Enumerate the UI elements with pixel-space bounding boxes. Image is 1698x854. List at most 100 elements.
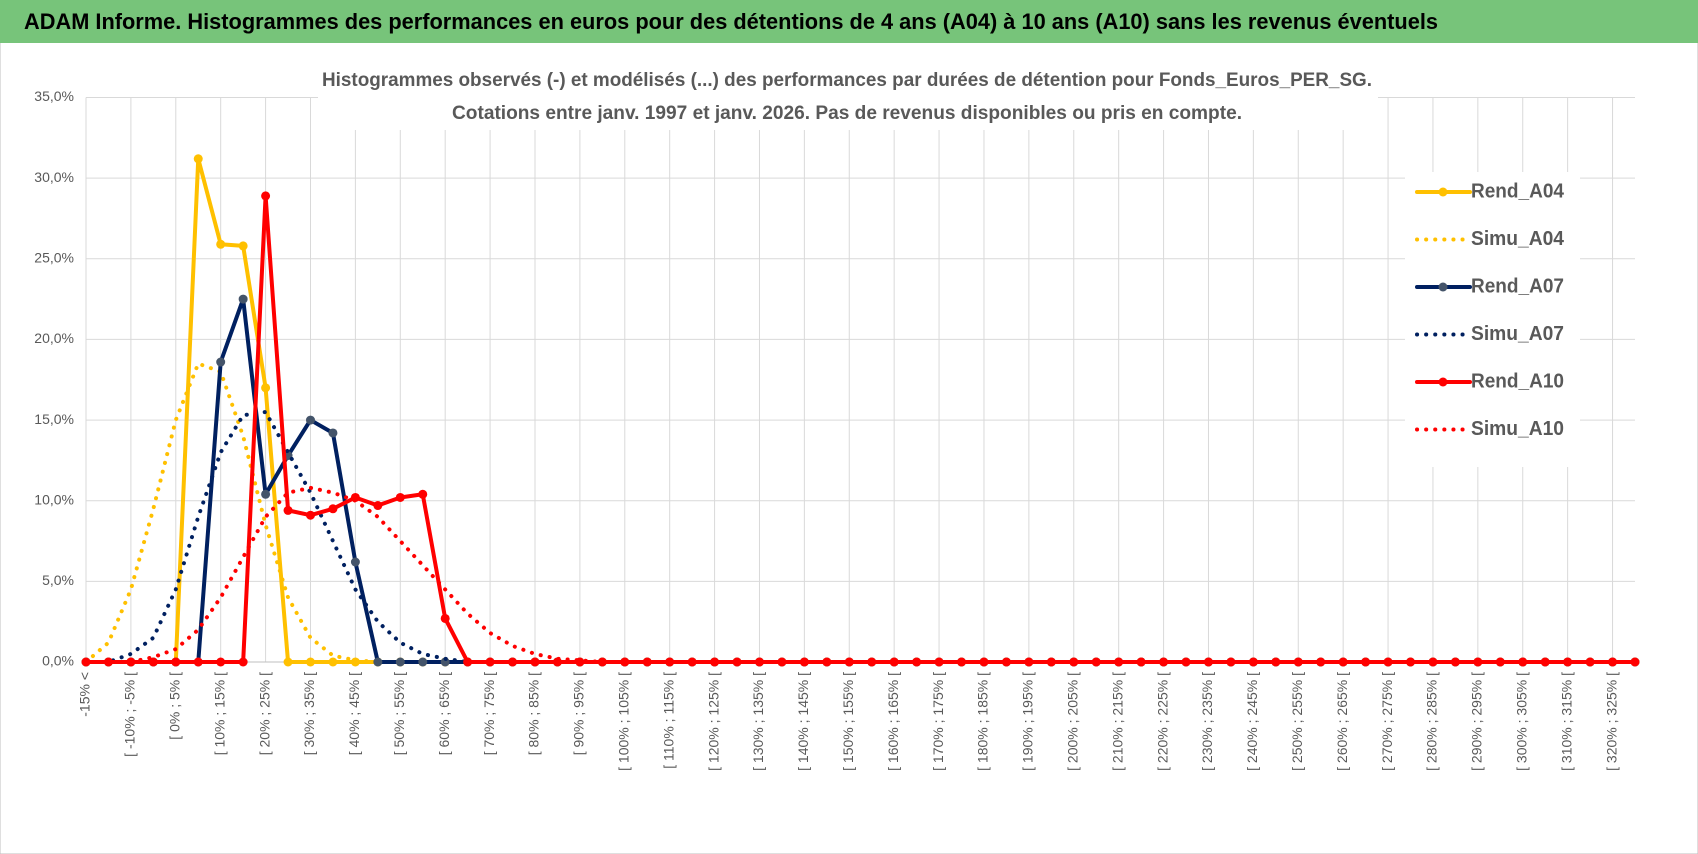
chart-title: Histogrammes observés (-) et modélisés (…: [322, 70, 1372, 91]
x-tick-label: [ 140% ; 145% [: [795, 672, 811, 771]
x-tick-label: [ 20% ; 25% [: [256, 672, 272, 755]
y-tick-label: 0,0%: [42, 653, 74, 669]
x-tick-label: [ 290% ; 295% [: [1469, 672, 1485, 771]
data-point: [418, 657, 428, 667]
y-tick-label: 30,0%: [34, 169, 74, 185]
x-tick-label: [ 250% ; 255% [: [1289, 672, 1305, 771]
y-tick-label: 15,0%: [34, 411, 74, 427]
data-point: [1361, 657, 1371, 667]
header-title: ADAM Informe. Histogrammes des performan…: [24, 9, 1438, 34]
data-point: [261, 383, 271, 393]
data-point: [642, 657, 652, 667]
x-tick-label: [ 260% ; 265% [: [1334, 672, 1350, 771]
data-point: [485, 657, 495, 667]
data-point: [530, 657, 540, 667]
x-tick-label: [ 80% ; 85% [: [526, 672, 542, 755]
x-tick-label: -15% <: [77, 672, 93, 717]
x-tick-label: [ 270% ; 275% [: [1379, 672, 1395, 771]
data-point: [238, 657, 248, 667]
model-line: [84, 410, 1637, 664]
data-point: [912, 657, 922, 667]
data-point: [395, 492, 405, 502]
x-tick-label: [ -10% ; -5% [: [122, 672, 138, 757]
data-point: [1159, 657, 1169, 667]
data-point: [463, 657, 473, 667]
data-point: [1406, 657, 1416, 667]
data-point: [193, 154, 203, 164]
x-tick-label: [ 230% ; 235% [: [1199, 672, 1215, 771]
data-point: [1001, 657, 1011, 667]
chart: 0,0% 5,0% 10,0% 15,0% 20,0% 25,0% 30,0% 35,0% -1…: [34, 64, 1640, 771]
data-point: [777, 657, 787, 667]
data-point: [1495, 657, 1505, 667]
x-tick-label: [ 280% ; 285% [: [1424, 672, 1440, 771]
x-tick-label: [ 220% ; 225% [: [1154, 672, 1170, 771]
data-point: [687, 657, 697, 667]
y-tick-label: 20,0%: [34, 330, 74, 346]
data-point: [1585, 657, 1595, 667]
title-background: [318, 64, 1378, 130]
data-point: [440, 613, 450, 623]
y-tick-label: 10,0%: [34, 491, 74, 507]
data-point: [328, 428, 338, 438]
y-tick-label: 25,0%: [34, 249, 74, 265]
chart-subtitle: Cotations entre janv. 1997 et janv. 2026…: [452, 103, 1242, 124]
data-point: [171, 657, 181, 667]
data-point: [620, 657, 630, 667]
data-point: [305, 510, 315, 520]
x-tick-label: [ 10% ; 15% [: [211, 672, 227, 755]
data-point: [1114, 657, 1124, 667]
data-point: [238, 241, 248, 251]
data-point: [1069, 657, 1079, 667]
legend-marker: [1438, 187, 1448, 197]
data-point: [1540, 657, 1550, 667]
data-point: [395, 657, 405, 667]
legend-label: Simu_A10: [1471, 418, 1564, 440]
legend-marker: [1438, 282, 1448, 292]
x-tick-label: [ 160% ; 165% [: [885, 672, 901, 771]
data-point: [193, 657, 203, 667]
x-tick-label: [ 70% ; 75% [: [481, 672, 497, 755]
data-point: [508, 657, 518, 667]
data-point: [103, 657, 113, 667]
legend-label: Simu_A07: [1471, 323, 1564, 345]
x-tick-label: [ 210% ; 215% [: [1109, 672, 1125, 771]
x-tick-label: [ 100% ; 105% [: [615, 672, 631, 771]
data-point: [283, 505, 293, 515]
y-tick-label: 5,0%: [42, 572, 74, 588]
data-point: [418, 489, 428, 499]
x-tick-label: [ 200% ; 205% [: [1064, 672, 1080, 771]
legend-label: Rend_A10: [1471, 370, 1564, 392]
legend-background: [1405, 172, 1580, 467]
data-point: [283, 657, 293, 667]
data-point: [822, 657, 832, 667]
data-point: [1316, 657, 1326, 667]
data-point: [261, 191, 271, 201]
x-tick-label: [ 50% ; 55% [: [391, 672, 407, 755]
data-point: [1630, 657, 1640, 667]
data-point: [665, 657, 675, 667]
x-tick-label: [ 90% ; 95% [: [571, 672, 587, 755]
x-tick-label: [ 310% ; 315% [: [1558, 672, 1574, 771]
data-point: [1248, 657, 1258, 667]
legend-label: Simu_A04: [1471, 228, 1565, 250]
header-bar: [0, 0, 1698, 43]
x-tick-label: [ 190% ; 195% [: [1020, 672, 1036, 771]
x-tick-label: [ 170% ; 175% [: [930, 672, 946, 771]
data-point: [1293, 657, 1303, 667]
legend-label: Rend_A04: [1471, 180, 1565, 202]
data-point: [979, 657, 989, 667]
data-point: [1338, 657, 1348, 667]
data-point: [216, 239, 226, 249]
legend-label: Rend_A07: [1471, 275, 1564, 297]
data-point: [957, 657, 967, 667]
data-point: [216, 357, 226, 367]
data-point: [350, 557, 360, 567]
x-tick-label: [ 130% ; 135% [: [750, 672, 766, 771]
x-tick-label: [ 240% ; 245% [: [1244, 672, 1260, 771]
data-point: [373, 657, 383, 667]
y-tick-label: 35,0%: [34, 88, 74, 104]
x-tick-label: [ 110% ; 115% [: [660, 672, 676, 769]
data-point: [305, 415, 315, 425]
data-point: [328, 657, 338, 667]
